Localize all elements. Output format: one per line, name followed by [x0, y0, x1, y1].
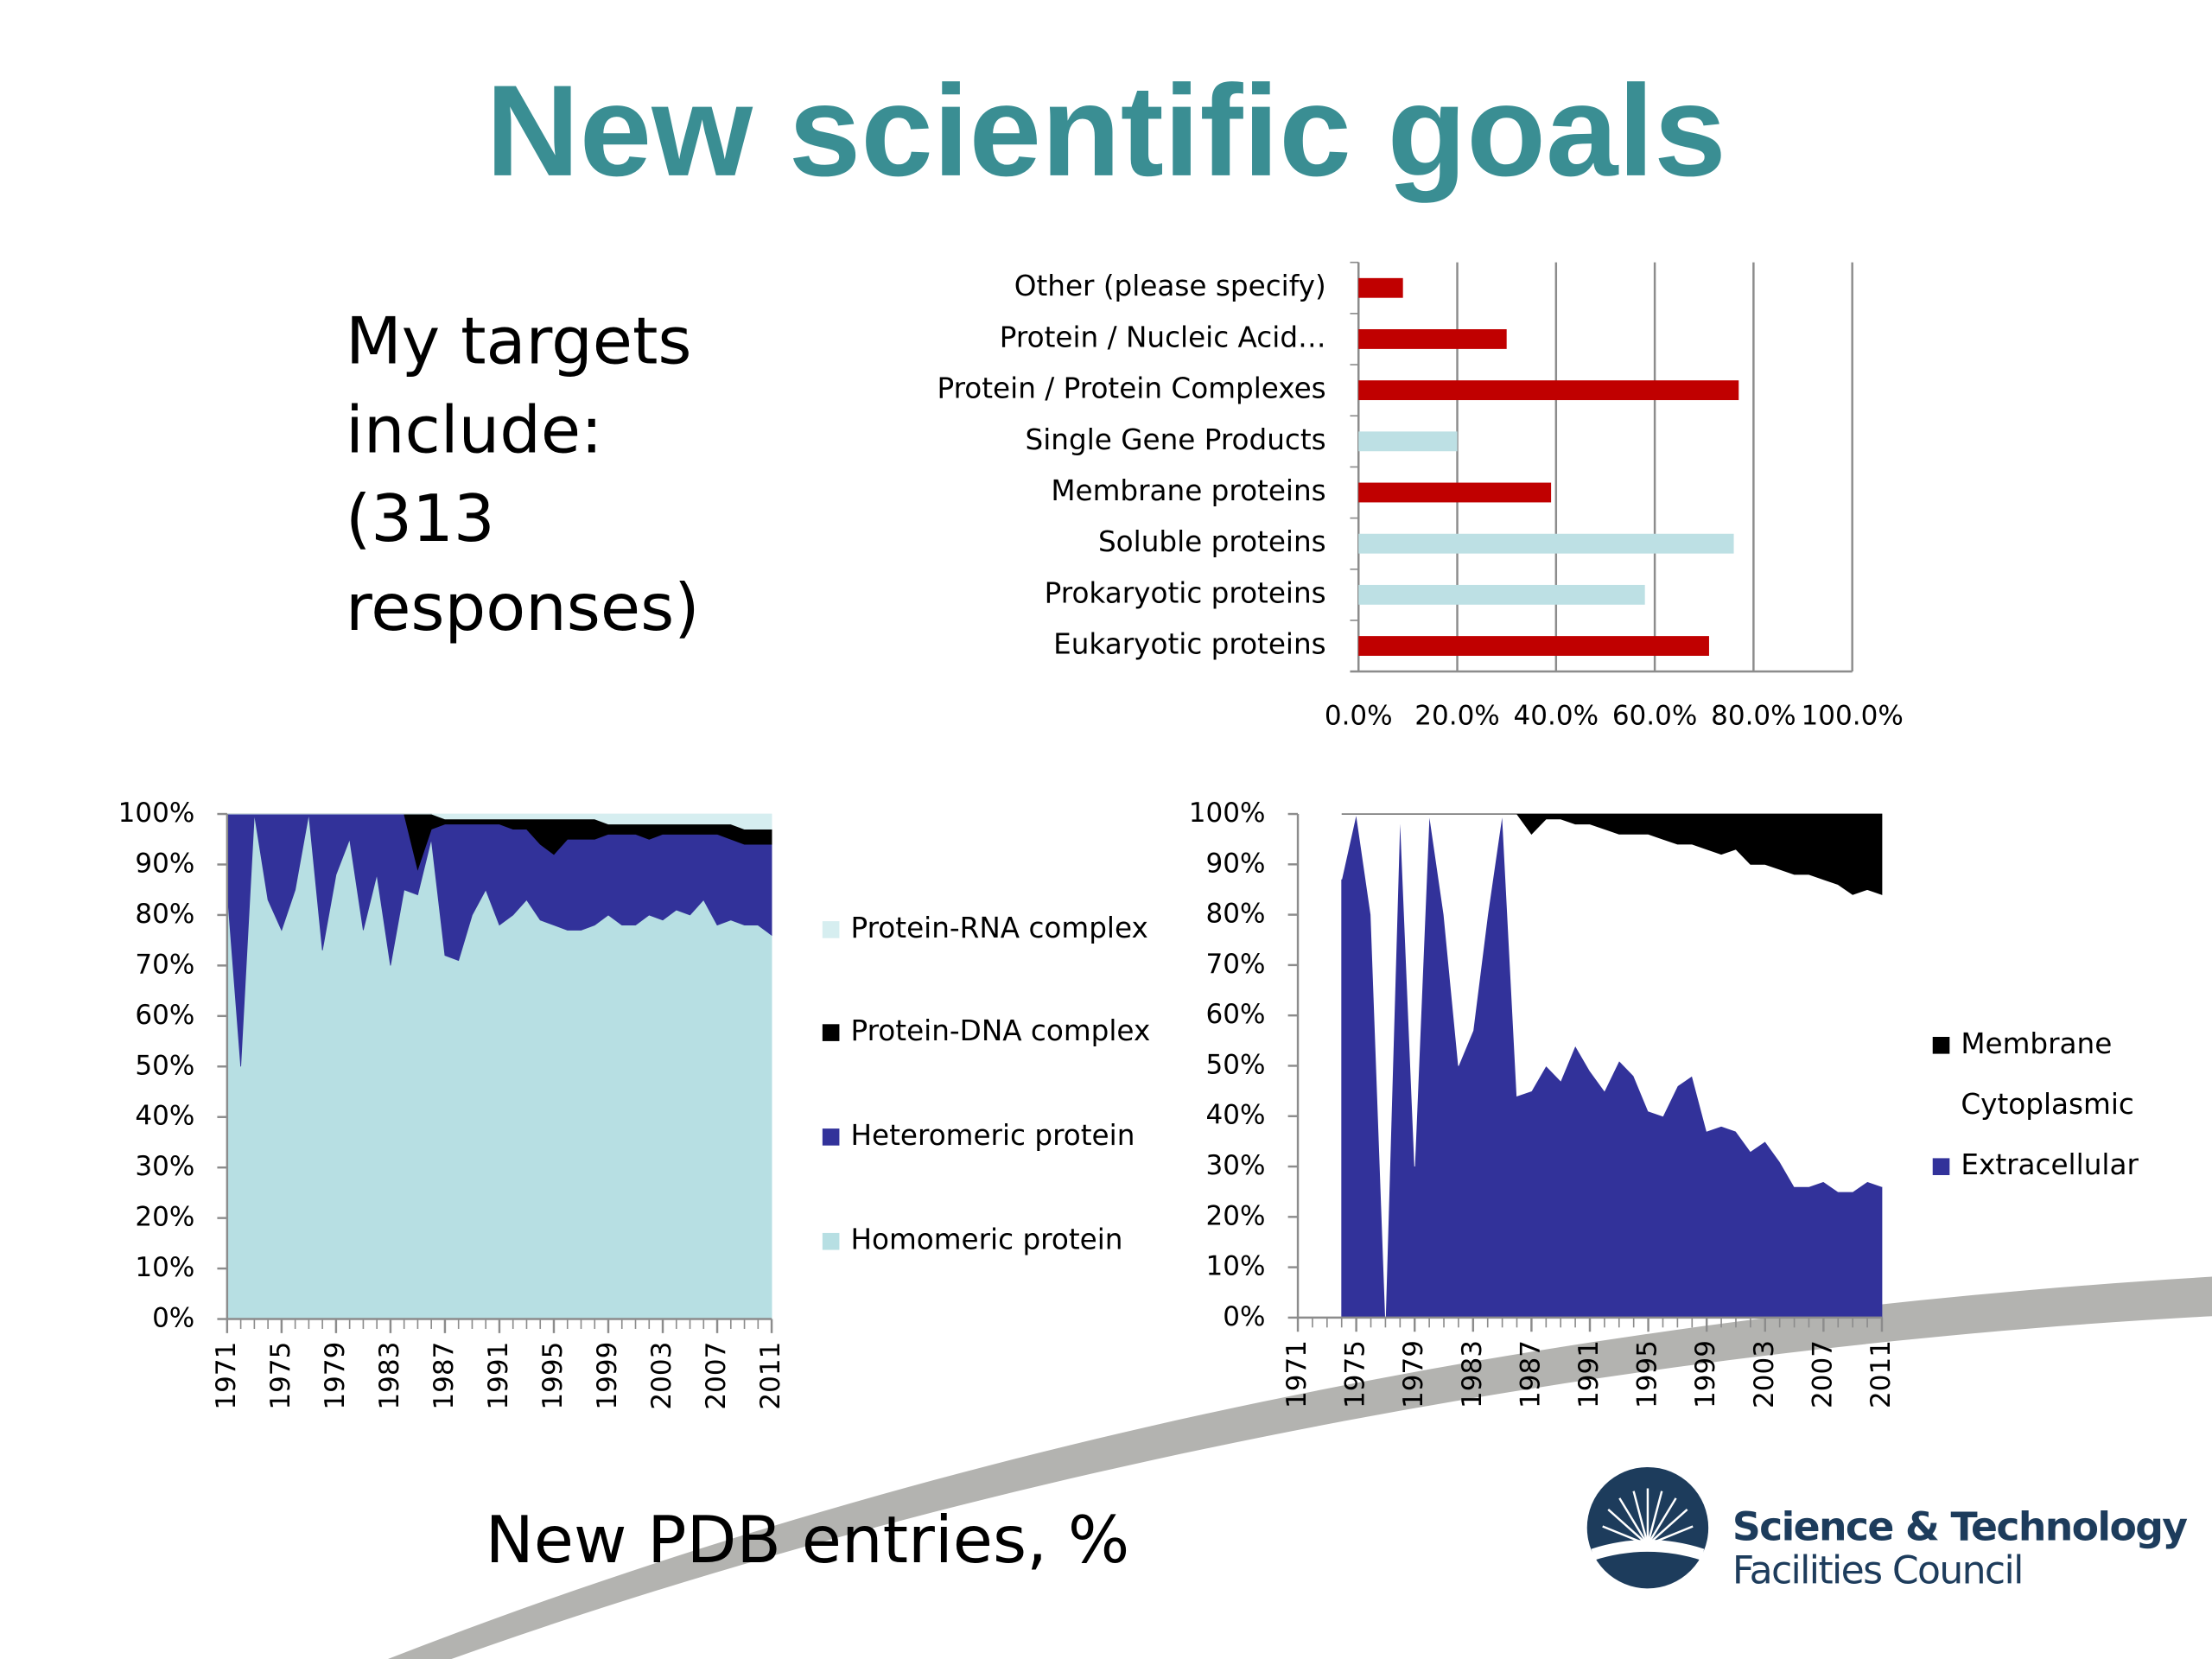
legend-label: Heteromeric protein	[850, 1119, 1135, 1152]
y-tick-label: 100%	[118, 798, 195, 829]
logo-text: Science & Technology	[1732, 1503, 2187, 1549]
y-tick-label: 80%	[1206, 899, 1266, 930]
x-tick-label: 100.0%	[1802, 700, 1904, 731]
logo-text: Facilities Council	[1732, 1548, 2023, 1592]
y-tick-label: Protein / Protein Complexes	[937, 372, 1325, 405]
x-tick-label: 2007	[701, 1342, 732, 1410]
logo-horizon	[1591, 1540, 1705, 1560]
legend-marker	[822, 1128, 840, 1146]
y-tick-label: 50%	[135, 1050, 194, 1081]
legend-label: Protein-RNA complex	[850, 912, 1147, 944]
bar	[1358, 277, 1403, 298]
y-tick-label: Soluble proteins	[1098, 525, 1326, 558]
legend-label: Extracellular	[1961, 1148, 2139, 1181]
targets-text: My targets	[346, 302, 692, 378]
x-tick-label: 0.0%	[1325, 700, 1393, 731]
legend-marker	[822, 1232, 840, 1250]
y-tick-label: 90%	[1206, 848, 1266, 879]
x-tick-label: 1979	[320, 1342, 351, 1410]
y-tick-label: 100%	[1189, 798, 1266, 829]
legend-marker	[1932, 1158, 1950, 1175]
y-tick-label: Other (please specify)	[1014, 270, 1326, 302]
area	[1341, 813, 1883, 895]
logo-rays	[1602, 1488, 1694, 1546]
y-tick-label: Membrane proteins	[1051, 474, 1325, 507]
targets-text: responses)	[346, 569, 699, 645]
y-tick-label: 0%	[1223, 1301, 1265, 1332]
y-tick-label: 60%	[1206, 999, 1266, 1030]
x-tick-label: 1975	[1340, 1340, 1371, 1408]
legend-label: Protein-DNA complex	[850, 1014, 1150, 1047]
area-chart: 0% 10% 20% 30% 40% 50% 60% 70% 80% 90% 100% 1971 197…	[1189, 798, 2139, 1408]
legend-label: Membrane	[1961, 1027, 2112, 1060]
x-tick-label: 1991	[483, 1342, 514, 1410]
y-tick-label: Protein / Nucleic Acid…	[1000, 321, 1326, 353]
x-tick-label: 1983	[1457, 1340, 1488, 1408]
x-tick-label: 1995	[1632, 1340, 1663, 1408]
x-tick-label: 80.0%	[1711, 700, 1796, 731]
x-tick-label: 1991	[1573, 1340, 1605, 1408]
x-tick-label: 1983	[374, 1342, 405, 1410]
y-tick-label: Prokaryotic proteins	[1045, 576, 1326, 609]
x-tick-label: 20.0%	[1414, 700, 1500, 731]
caption: New PDB entries, %	[486, 1502, 1130, 1578]
legend-label: Cytoplasmic	[1961, 1088, 2133, 1121]
y-tick-label: 80%	[135, 899, 194, 930]
area	[226, 813, 772, 830]
bar	[1358, 329, 1507, 349]
logo: Science & Technology Facilities Council	[1586, 1466, 2189, 1592]
targets-text: (313	[346, 480, 495, 556]
bar	[1358, 380, 1739, 401]
targets-text: include:	[346, 391, 602, 467]
y-tick-label: 30%	[1206, 1150, 1266, 1181]
legend-marker	[822, 1024, 840, 1041]
y-tick-label: Eukaryotic proteins	[1053, 628, 1326, 661]
y-tick-label: Single Gene Products	[1026, 423, 1326, 456]
y-tick-label: 20%	[1206, 1200, 1266, 1231]
x-tick-label: 1971	[1281, 1340, 1313, 1408]
x-tick-label: 1999	[1690, 1340, 1721, 1408]
y-tick-label: 70%	[1206, 949, 1266, 980]
y-tick-label: 90%	[135, 848, 194, 879]
area-chart: 0% 10% 20% 30% 40% 50% 60% 70% 80% 90% 100% 1971 197…	[118, 798, 1151, 1410]
bar	[1358, 533, 1734, 554]
x-tick-label: 2003	[646, 1342, 677, 1410]
y-tick-label: 40%	[1206, 1100, 1266, 1131]
y-tick-label: 70%	[135, 949, 194, 980]
legend-marker	[1932, 1037, 1950, 1054]
slide-title: New scientific goals	[486, 58, 1726, 203]
x-tick-label: 2011	[1866, 1340, 1897, 1408]
bar	[1358, 584, 1645, 605]
legend-marker	[822, 921, 840, 938]
bar-chart: 0.0% 20.0% 40.0% 60.0% 80.0% 100.0% Other (ple…	[937, 261, 1904, 731]
swoosh	[387, 1276, 2212, 1659]
x-tick-label: 2007	[1807, 1340, 1838, 1408]
x-tick-label: 2003	[1749, 1340, 1780, 1408]
x-tick-label: 1987	[1515, 1340, 1546, 1408]
legend-marker	[1932, 1097, 1950, 1115]
x-tick-label: 1987	[429, 1342, 460, 1410]
x-tick-label: 60.0%	[1612, 700, 1698, 731]
y-tick-label: 50%	[1206, 1049, 1266, 1080]
y-tick-label: 20%	[135, 1202, 194, 1233]
bar	[1358, 482, 1552, 503]
y-tick-label: 30%	[135, 1151, 194, 1182]
x-tick-label: 1979	[1398, 1340, 1429, 1408]
legend-label: Homomeric protein	[850, 1224, 1122, 1256]
x-tick-label: 1975	[265, 1342, 296, 1410]
x-tick-label: 1971	[211, 1342, 242, 1410]
x-tick-label: 1995	[537, 1342, 569, 1410]
y-tick-label: 60%	[135, 1000, 194, 1031]
y-tick-label: 10%	[1206, 1251, 1266, 1282]
y-tick-label: 10%	[135, 1252, 194, 1283]
x-tick-label: 40.0%	[1514, 700, 1599, 731]
y-tick-label: 0%	[152, 1303, 194, 1334]
bar	[1358, 431, 1458, 452]
y-tick-label: 40%	[135, 1101, 194, 1132]
bar	[1358, 636, 1709, 656]
x-tick-label: 2011	[755, 1342, 786, 1410]
x-tick-label: 1999	[592, 1342, 623, 1410]
